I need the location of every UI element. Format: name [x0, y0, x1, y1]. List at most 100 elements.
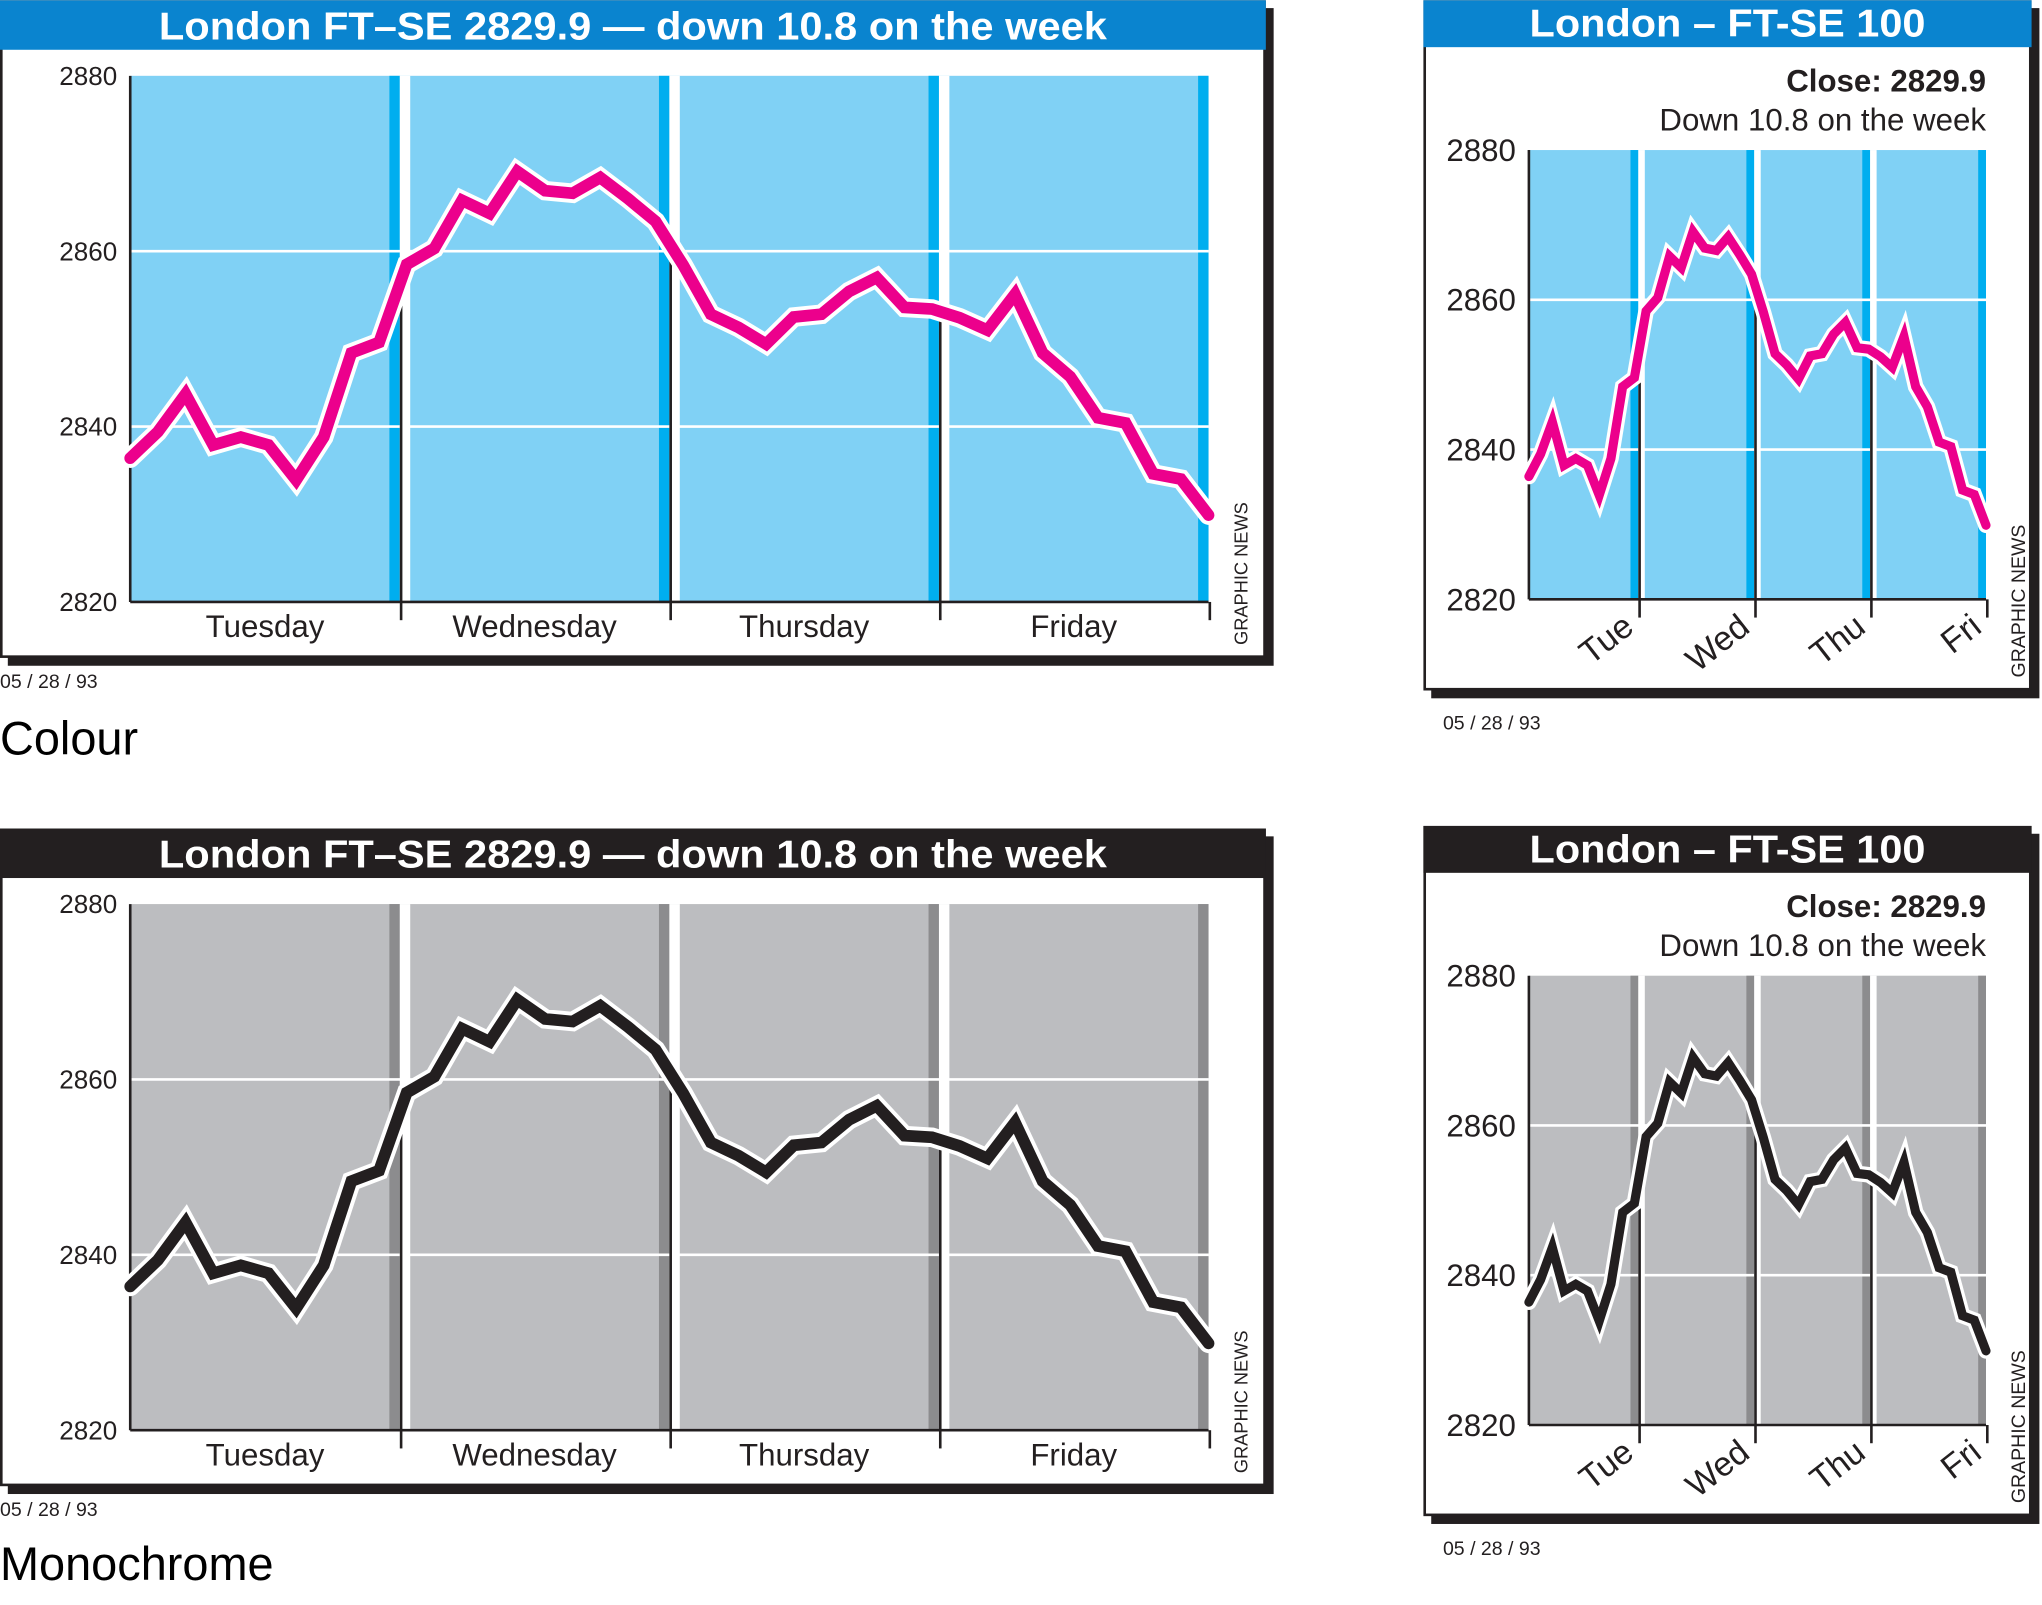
data-point — [240, 1264, 242, 1267]
day-stripe — [1746, 150, 1755, 600]
data-point — [1152, 473, 1154, 475]
data-point — [571, 1020, 574, 1023]
data-point — [378, 1169, 380, 1172]
data-point — [516, 999, 518, 1001]
data-point — [1692, 1056, 1694, 1058]
chart-title: London – FT-SE 100 — [1530, 3, 1926, 46]
day-stripe — [1978, 150, 1987, 600]
data-point — [1891, 366, 1893, 368]
data-point — [1539, 453, 1542, 455]
data-point — [1622, 1211, 1624, 1213]
day-stripe — [1198, 904, 1209, 1431]
data-point — [1152, 1301, 1154, 1303]
day-label: Tuesday — [206, 1437, 325, 1472]
data-point — [350, 1180, 353, 1182]
chart-subtitle-close: Close: 2829.9 — [1786, 63, 1986, 98]
y-tick-label: 2840 — [1446, 1258, 1516, 1293]
data-point — [1739, 254, 1741, 256]
y-tick-label: 2820 — [1446, 582, 1516, 617]
data-point — [323, 436, 325, 438]
data-point — [433, 247, 436, 250]
data-point — [876, 276, 878, 279]
series-line — [124, 991, 1215, 1350]
data-point — [1097, 1245, 1099, 1247]
data-point — [710, 313, 712, 315]
data-point — [406, 1091, 408, 1094]
y-tick-label: 2820 — [59, 587, 117, 617]
data-point — [1610, 457, 1612, 460]
section-caption-monochrome: Monochrome — [0, 1538, 274, 1590]
data-point — [489, 1041, 491, 1043]
data-point — [1832, 1159, 1835, 1161]
data-point — [1938, 441, 1940, 443]
data-point — [654, 1048, 657, 1051]
data-point — [1657, 296, 1659, 299]
data-point — [820, 313, 823, 315]
data-point — [1786, 364, 1788, 366]
day-label: Thursday — [739, 1437, 870, 1472]
data-point — [959, 1145, 961, 1147]
data-point — [627, 1026, 629, 1028]
data-point — [1610, 1283, 1612, 1285]
data-point — [1539, 1279, 1542, 1281]
data-point — [1750, 1099, 1753, 1101]
data-point — [737, 326, 740, 329]
data-point — [184, 1221, 187, 1224]
data-point — [682, 1092, 684, 1095]
y-tick-label: 2820 — [59, 1415, 117, 1445]
section-caption-colour: Colour — [0, 712, 138, 764]
data-point — [1868, 348, 1870, 350]
y-tick-label: 2880 — [59, 889, 117, 919]
y-tick-label: 2860 — [1446, 1108, 1516, 1143]
chart-subtitle: Down 10.8 on the week — [1659, 103, 1986, 138]
data-point — [1704, 1073, 1706, 1075]
data-point — [1014, 293, 1016, 295]
chart-colour-large: London FT–SE 2829.9 — down 10.8 on the w… — [0, 0, 1274, 693]
data-point — [986, 329, 988, 331]
day-gap — [938, 75, 950, 602]
data-point — [1551, 421, 1553, 423]
data-point — [1633, 377, 1636, 379]
data-point — [1973, 493, 1975, 496]
day-stripe — [1746, 975, 1755, 1425]
data-point — [1727, 1061, 1729, 1064]
y-tick-label: 2840 — [1446, 433, 1516, 468]
data-point — [1680, 266, 1682, 269]
data-point — [1124, 1250, 1127, 1252]
data-point — [1821, 353, 1823, 355]
data-point — [1797, 378, 1800, 380]
data-point — [1704, 247, 1706, 249]
data-point — [157, 431, 159, 433]
data-point — [1563, 1290, 1565, 1292]
day-gap — [1870, 975, 1877, 1425]
y-tick-label: 2860 — [59, 1065, 117, 1095]
chart-mono-small: London – FT-SE 100 Close: 2829.9 Down 10.8… — [1423, 825, 2040, 1560]
chart-mono-large: London FT–SE 2829.9 — down 10.8 on the w… — [0, 828, 1274, 1521]
data-point — [461, 1027, 463, 1030]
data-point — [848, 1119, 850, 1121]
data-point — [599, 176, 601, 179]
credit-graphic-news: GRAPHIC NEWS — [2008, 525, 2030, 678]
data-point — [931, 308, 933, 310]
data-point — [1762, 311, 1764, 313]
day-gap — [938, 904, 950, 1431]
data-point — [1645, 310, 1647, 312]
data-point — [1797, 1204, 1800, 1206]
data-point — [1786, 1189, 1788, 1192]
data-point — [212, 1272, 214, 1274]
data-point — [627, 197, 629, 200]
day-gap — [669, 904, 680, 1431]
data-point — [1633, 1202, 1636, 1204]
chart-subtitle: Down 10.8 on the week — [1659, 928, 1986, 963]
day-gap — [1870, 150, 1877, 600]
day-gap — [399, 904, 411, 1431]
data-point — [1938, 1267, 1940, 1269]
data-point — [1645, 1136, 1647, 1138]
data-point — [1657, 1122, 1659, 1124]
data-point — [1097, 417, 1099, 419]
chart-date: 05 / 28 / 93 — [0, 671, 98, 693]
data-point — [1715, 249, 1718, 252]
data-point — [1844, 321, 1847, 323]
data-point — [765, 343, 767, 345]
data-point — [544, 1018, 546, 1020]
